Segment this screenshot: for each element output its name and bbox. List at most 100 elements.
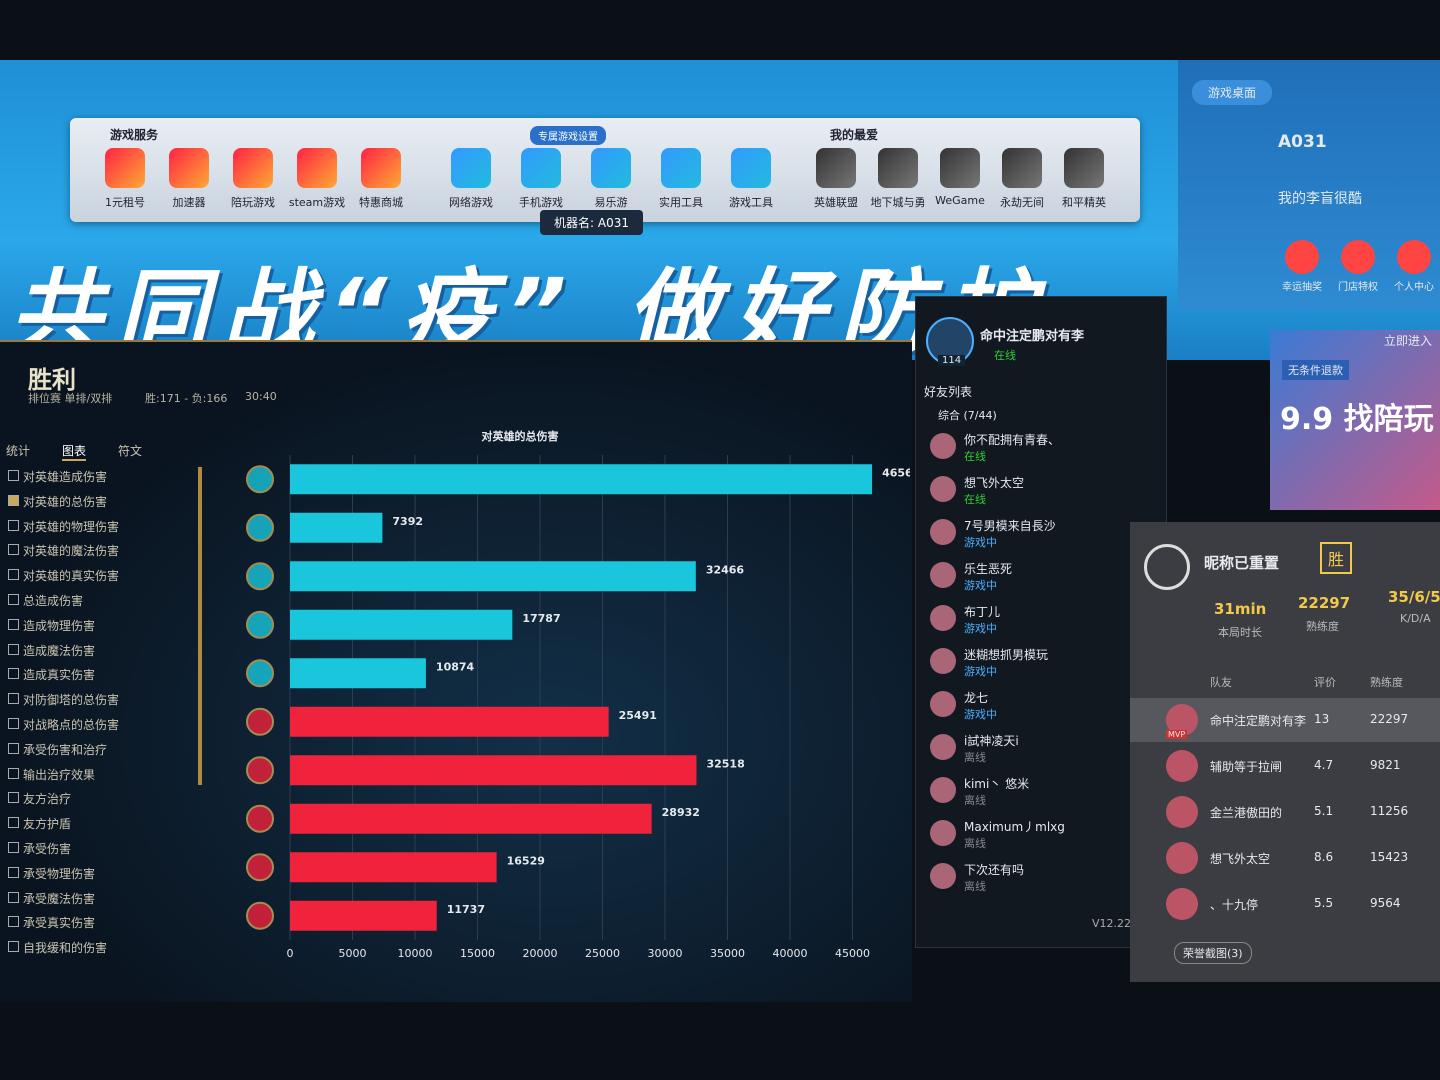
desk-button[interactable]: 门店特权 (1330, 240, 1386, 293)
friend[interactable]: 下次还有吗 离线 (930, 861, 1024, 894)
stat-option[interactable]: 对战略点的总伤害 (8, 716, 119, 733)
teammate-cell: 15423 (1370, 850, 1409, 864)
friend[interactable]: 你不配拥有青春、 在线 (930, 431, 1060, 464)
stat-option[interactable]: 友方治疗 (8, 790, 71, 807)
stat-option[interactable]: 对防御塔的总伤害 (8, 691, 119, 708)
tool-icon (521, 148, 561, 188)
tool[interactable]: 实用工具 (650, 148, 712, 210)
stat-option[interactable]: 承受伤害 (8, 840, 71, 857)
desk-button[interactable]: 个人中心 (1386, 240, 1440, 293)
tool-label: 永劫无间 (1000, 196, 1044, 209)
friend[interactable]: Maximum丿mlxg 离线 (930, 818, 1065, 851)
stat-option[interactable]: 对英雄的物理伤害 (8, 518, 119, 535)
friend-name: 乐生恶死 (964, 562, 1013, 576)
tool[interactable]: steam游戏 (286, 148, 348, 210)
friend-avatar (930, 820, 956, 846)
value-label: 16529 (507, 854, 545, 867)
desk-tab[interactable]: 游戏桌面 (1192, 80, 1273, 105)
tool-icon (591, 148, 631, 188)
teammate-cell: 命中注定鹏对有李 (1210, 714, 1307, 728)
bar (290, 803, 652, 834)
checkbox (8, 519, 19, 531)
ad-enter[interactable]: 立即进入 (1383, 334, 1432, 348)
settings-badge[interactable]: 专属游戏设置 (530, 126, 606, 145)
stat-option[interactable]: 对英雄的真实伤害 (8, 567, 119, 584)
bar (290, 561, 696, 592)
stat-option[interactable]: 承受魔法伤害 (8, 890, 95, 907)
stat-label: 承受魔法伤害 (23, 891, 96, 906)
stat-option[interactable]: 友方护盾 (8, 815, 71, 832)
friend-status: 游戏中 (964, 579, 997, 592)
desk-button-icon (1397, 240, 1431, 274)
friend[interactable]: 龙七 游戏中 (930, 689, 997, 722)
tab[interactable]: 统计 (6, 444, 31, 458)
checkbox (8, 941, 19, 953)
tab[interactable]: 图表 (62, 442, 87, 461)
proficiency: 22297 (1298, 594, 1351, 612)
mode: 排位赛 单排/双排 (28, 392, 113, 405)
tool[interactable]: WeGame (929, 148, 991, 207)
tool[interactable]: 易乐游 (580, 148, 642, 210)
honor-button[interactable]: 荣誉截图(3) (1174, 942, 1252, 964)
stat-label: 造成物理伤害 (23, 618, 96, 633)
stat-option[interactable]: 造成魔法伤害 (8, 642, 95, 659)
champion-icon (246, 610, 274, 639)
tool[interactable]: 英雄联盟 (805, 148, 867, 210)
stat-option[interactable]: 承受物理伤害 (8, 865, 95, 882)
bar (290, 755, 697, 786)
level: 114 (938, 355, 966, 366)
friend[interactable]: 布丁儿 游戏中 (930, 603, 1000, 636)
friend[interactable]: 迷糊想抓男模玩 游戏中 (930, 646, 1048, 679)
stat-option[interactable]: 对英雄造成伤害 (8, 468, 107, 485)
group[interactable]: 综合 (7/44) (938, 409, 997, 422)
tool[interactable]: 游戏工具 (720, 148, 782, 210)
tool[interactable]: 手机游戏 (510, 148, 572, 210)
friend[interactable]: 7号男模来自長沙 游戏中 (930, 517, 1056, 550)
tool-icon (1002, 148, 1042, 188)
stat-option[interactable]: 造成物理伤害 (8, 617, 95, 634)
tool[interactable]: 加速器 (158, 148, 220, 210)
teammate-row: 命中注定鹏对有李 13 22297 MVP (1130, 698, 1440, 742)
time-label: 本局时长 (1218, 626, 1262, 639)
stat-option[interactable]: 自我缓和的伤害 (8, 939, 107, 956)
tool[interactable]: 永劫无间 (991, 148, 1053, 210)
value-label: 10874 (436, 660, 475, 673)
stat-option[interactable]: 对英雄的魔法伤害 (8, 542, 119, 559)
friend[interactable]: i試神凌天i 离线 (930, 732, 1019, 765)
friend[interactable]: 乐生恶死 游戏中 (930, 560, 1012, 593)
ad[interactable]: 无条件退款 9.9 找陪玩 立即进入 (1270, 330, 1440, 510)
friend[interactable]: 想飞外太空 在线 (930, 474, 1024, 507)
tool[interactable]: 特惠商城 (350, 148, 412, 210)
tool[interactable]: 和平精英 (1053, 148, 1115, 210)
list-title: 好友列表 (924, 385, 973, 399)
column-header: 评价 (1314, 676, 1336, 689)
stat-option[interactable]: 承受真实伤害 (8, 914, 95, 931)
tool[interactable]: 陪玩游戏 (222, 148, 284, 210)
desk-button[interactable]: 幸运抽奖 (1274, 240, 1330, 293)
teammate-cell: 金兰港傲田的 (1210, 806, 1283, 820)
tool-label: WeGame (935, 194, 985, 207)
stat-label: 友方护盾 (23, 817, 72, 832)
tool[interactable]: 地下城与勇 (867, 148, 929, 210)
tool[interactable]: 网络游戏 (440, 148, 502, 210)
stat-option[interactable]: 总造成伤害 (8, 592, 83, 609)
bar (290, 852, 497, 883)
stat-option[interactable]: 输出治疗效果 (8, 766, 95, 783)
stat-option[interactable]: 承受伤害和治疗 (8, 741, 107, 758)
friend-name: 7号男模来自長沙 (964, 519, 1056, 533)
friend[interactable]: kimi丶 悠米 离线 (930, 775, 1029, 808)
checkbox (8, 792, 19, 804)
friend-status: 在线 (964, 450, 986, 463)
stat-option[interactable]: 造成真实伤害 (8, 666, 95, 683)
friend-status: 游戏中 (964, 708, 997, 721)
stat-option[interactable]: 对英雄的总伤害 (8, 493, 107, 510)
tab[interactable]: 符文 (118, 444, 143, 458)
tool[interactable]: 1元租号 (94, 148, 156, 210)
checkbox (8, 470, 19, 481)
checkbox (8, 668, 19, 680)
tool-label: 1元租号 (105, 196, 145, 209)
stat-label: 对战略点的总伤害 (23, 718, 120, 732)
champion-icon (246, 465, 274, 494)
checkbox (8, 693, 19, 705)
